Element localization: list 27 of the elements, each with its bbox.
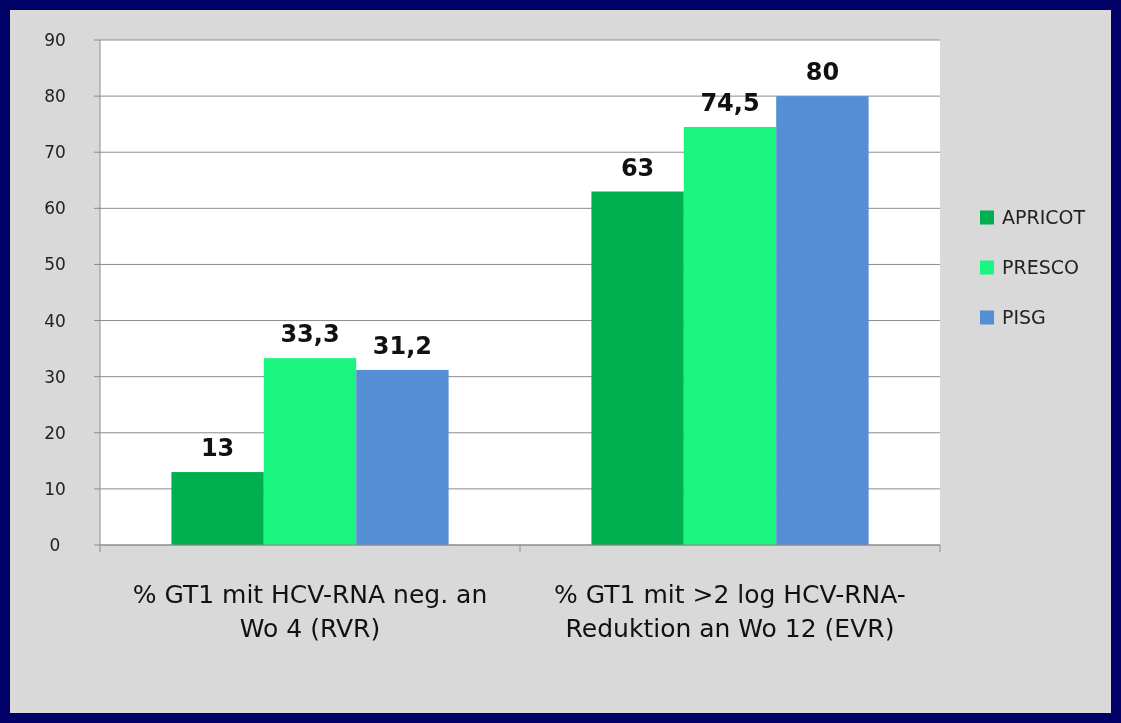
y-tick-label: 90 <box>44 30 66 50</box>
data-label: 33,3 <box>280 320 340 349</box>
x-tick-label: % GT1 mit >2 log HCV-RNA-Reduktion an Wo 12 (EVR) <box>554 580 906 643</box>
bar <box>356 369 449 545</box>
y-tick-label: 70 <box>44 142 66 163</box>
data-label: 63 <box>620 153 655 182</box>
bar <box>263 358 357 545</box>
legend-label: PISG <box>1002 305 1046 328</box>
bar <box>591 191 684 545</box>
y-tick-label: 60 <box>44 198 66 219</box>
bar <box>683 126 777 545</box>
data-label: 13 <box>200 434 235 463</box>
data-label: 80 <box>805 58 840 87</box>
y-tick-label: 30 <box>44 366 66 387</box>
x-tick-label: % GT1 mit HCV-RNA neg. an Wo 4 (RVR) <box>132 580 488 643</box>
y-tick-label: 40 <box>44 310 66 331</box>
bar <box>776 96 869 545</box>
y-tick-label: 0 <box>49 535 61 555</box>
legend-label: APRICOT <box>1002 205 1086 228</box>
bar <box>171 472 264 545</box>
data-label: 31,2 <box>372 331 433 360</box>
y-tick-label: 20 <box>44 422 66 443</box>
legend-label: PRESCO <box>1002 255 1079 278</box>
data-label: 74,5 <box>700 88 760 117</box>
y-tick-label: 10 <box>44 478 66 499</box>
y-tick-label: 80 <box>44 86 66 107</box>
y-tick-label: 50 <box>44 254 66 275</box>
